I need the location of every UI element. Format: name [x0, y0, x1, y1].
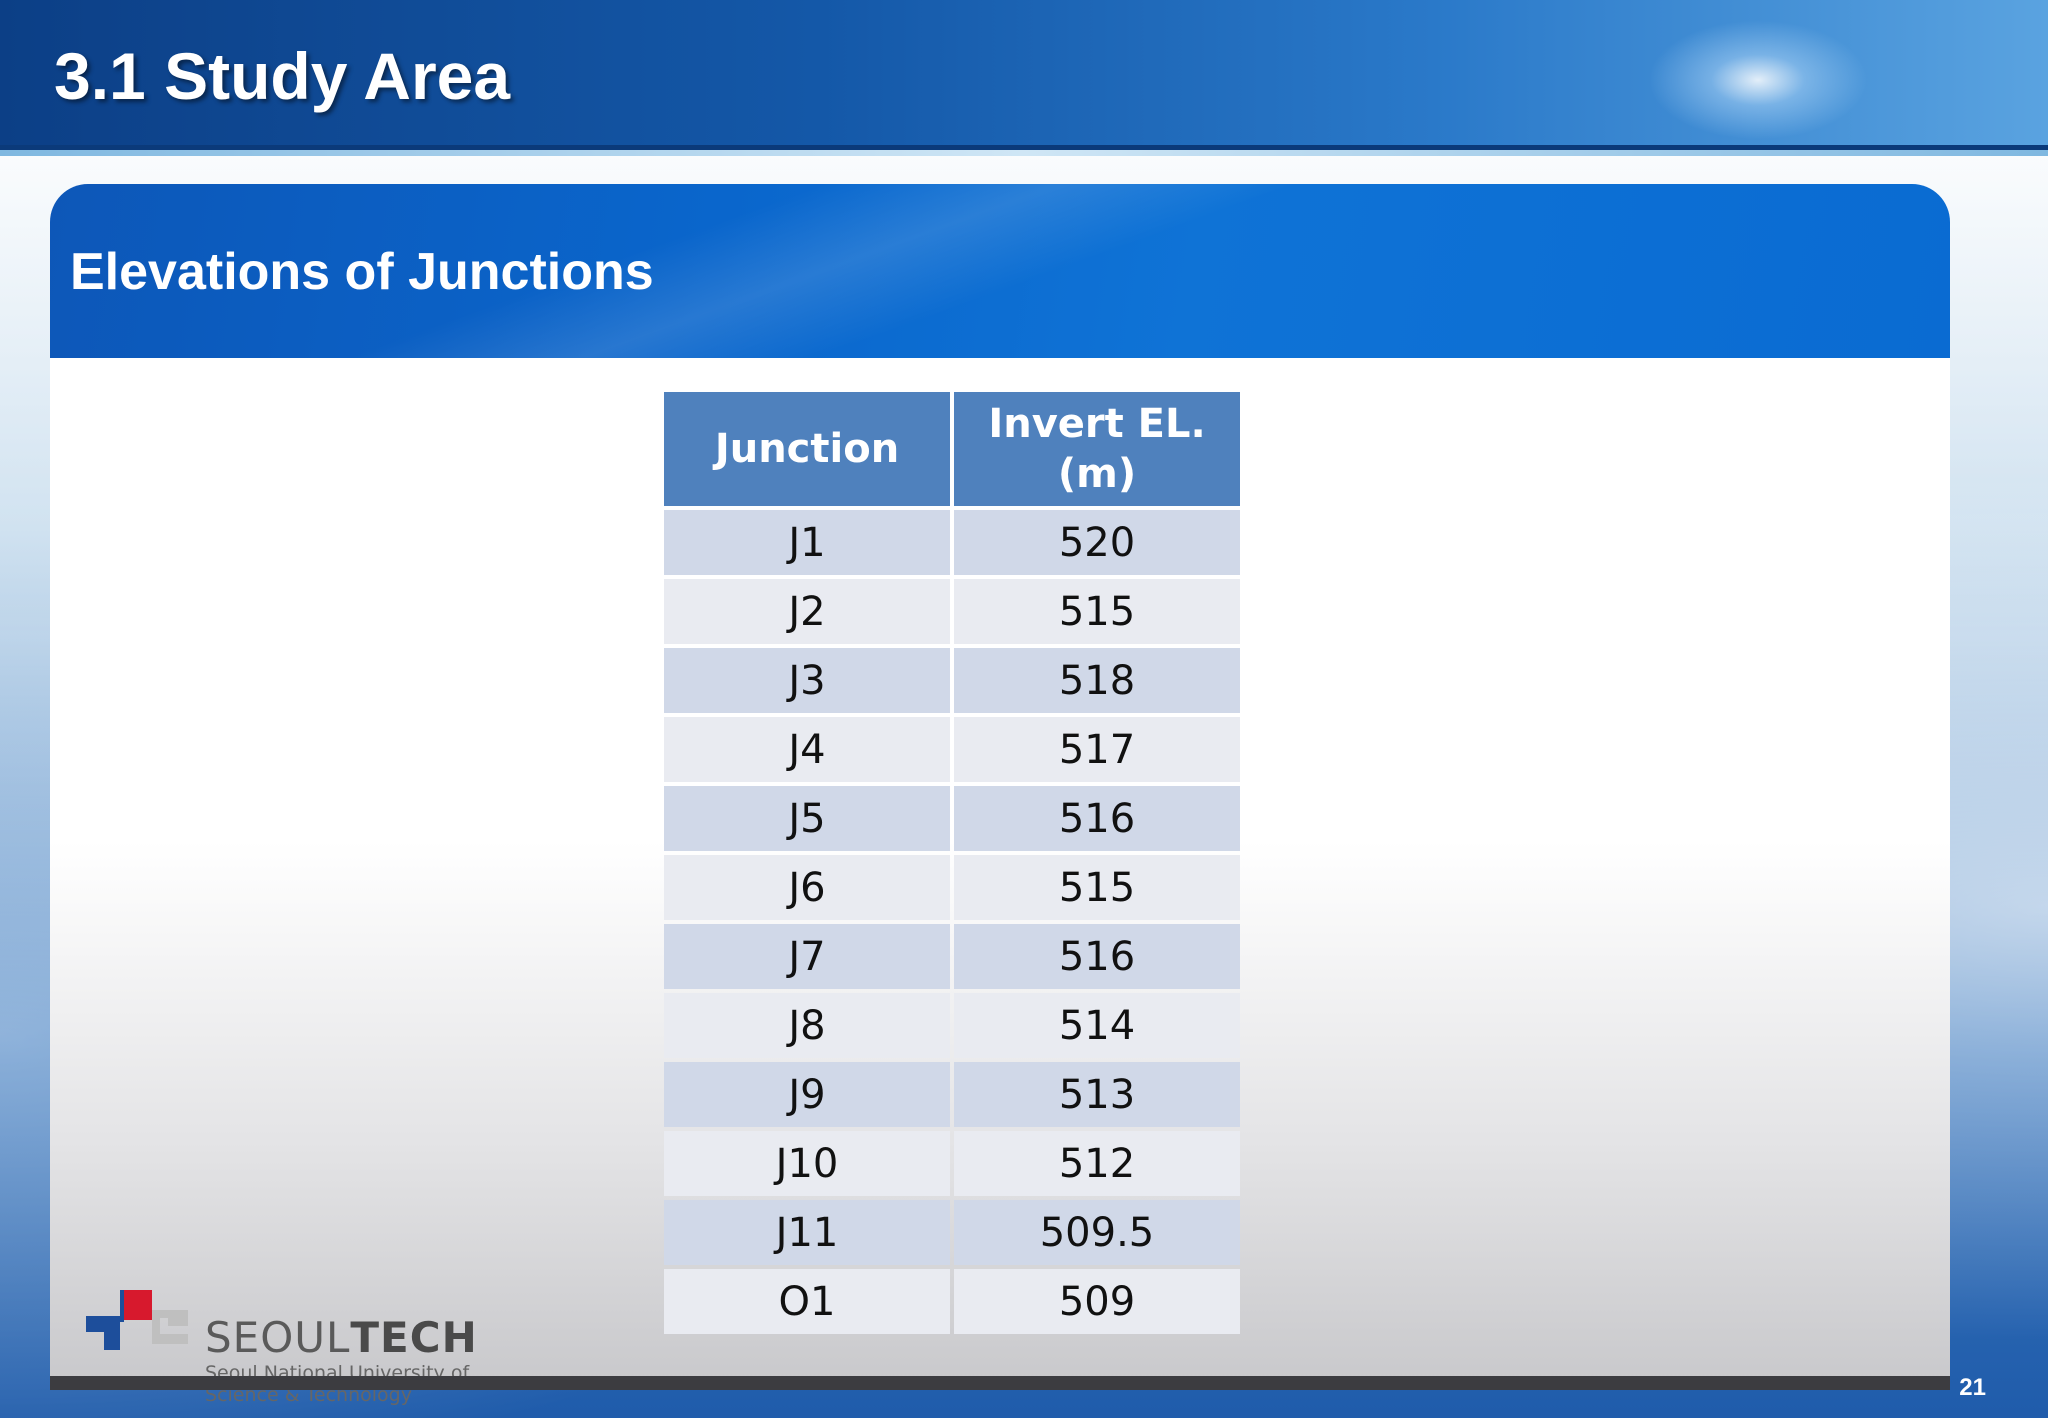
table-header-row: Junction Invert EL. (m) [664, 392, 1240, 506]
logo-word-bold: TECH [350, 1313, 478, 1362]
table-row: J7 516 [664, 924, 1240, 989]
table-row: O1 509 [664, 1269, 1240, 1334]
elevation-table-container: Junction Invert EL. (m) J1 520 J2 515 J3… [664, 392, 1240, 1334]
table-row: J4 517 [664, 717, 1240, 782]
junction-cell: J11 [664, 1200, 950, 1265]
header-junction: Junction [664, 392, 950, 506]
junction-cell: J1 [664, 510, 950, 575]
panel-title: Elevations of Junctions [70, 243, 654, 301]
header-invert-el: Invert EL. (m) [954, 392, 1240, 506]
invert-el-cell: 512 [954, 1131, 1240, 1196]
table-row: J2 515 [664, 579, 1240, 644]
junction-cell: J4 [664, 717, 950, 782]
junction-cell: J3 [664, 648, 950, 713]
table-row: J8 514 [664, 993, 1240, 1058]
invert-el-cell: 520 [954, 510, 1240, 575]
junction-cell: J9 [664, 1062, 950, 1127]
junction-cell: J10 [664, 1131, 950, 1196]
table-row: J3 518 [664, 648, 1240, 713]
table-row: J10 512 [664, 1131, 1240, 1196]
junction-cell: J2 [664, 579, 950, 644]
invert-el-cell: 509 [954, 1269, 1240, 1334]
table-row: J9 513 [664, 1062, 1240, 1127]
invert-el-cell: 509.5 [954, 1200, 1240, 1265]
invert-el-cell: 515 [954, 855, 1240, 920]
slide-header: 3.1 Study Area [0, 0, 2048, 150]
elevation-table: Junction Invert EL. (m) J1 520 J2 515 J3… [660, 388, 1244, 1338]
invert-el-cell: 518 [954, 648, 1240, 713]
table-row: J6 515 [664, 855, 1240, 920]
logo-wordmark: SEOULTECH [205, 1313, 478, 1362]
invert-el-cell: 514 [954, 993, 1240, 1058]
invert-el-cell: 517 [954, 717, 1240, 782]
seoultech-emblem-icon [86, 1290, 188, 1350]
seoultech-logo: SEOULTECH Seoul National University of S… [86, 1288, 486, 1408]
panel-header: Elevations of Junctions [50, 184, 1950, 358]
junction-cell: J5 [664, 786, 950, 851]
junction-cell: J6 [664, 855, 950, 920]
junction-cell: J7 [664, 924, 950, 989]
logo-word-light: SEOUL [205, 1313, 351, 1362]
junction-cell: O1 [664, 1269, 950, 1334]
table-row: J11 509.5 [664, 1200, 1240, 1265]
table-row: J1 520 [664, 510, 1240, 575]
table-row: J5 516 [664, 786, 1240, 851]
slide-title: 3.1 Study Area [54, 39, 511, 113]
page-number: 21 [1959, 1374, 1986, 1401]
header-invert-el-label: Invert EL. (m) [988, 401, 1206, 497]
invert-el-cell: 513 [954, 1062, 1240, 1127]
footer-bar [50, 1376, 1950, 1390]
invert-el-cell: 516 [954, 924, 1240, 989]
invert-el-cell: 515 [954, 579, 1240, 644]
junction-cell: J8 [664, 993, 950, 1058]
header-divider [0, 150, 2048, 156]
invert-el-cell: 516 [954, 786, 1240, 851]
